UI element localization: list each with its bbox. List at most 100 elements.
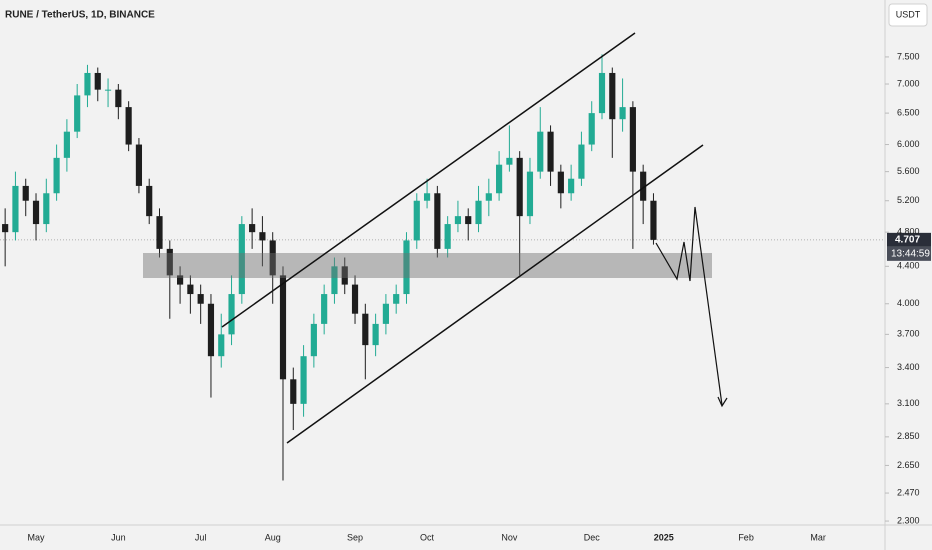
candle-body bbox=[218, 334, 225, 357]
candle-body bbox=[290, 379, 297, 404]
x-tick-label: Jul bbox=[195, 532, 207, 542]
last-price-bg bbox=[887, 232, 931, 247]
channel-lower bbox=[286, 144, 704, 444]
candle-body bbox=[393, 294, 400, 304]
candle-body bbox=[475, 200, 482, 225]
countdown-bg bbox=[887, 246, 931, 261]
candle-body bbox=[526, 171, 534, 217]
x-tick-label: May bbox=[28, 532, 46, 542]
x-tick-label: Dec bbox=[584, 532, 601, 542]
y-tick-label: 3.400 bbox=[897, 362, 920, 372]
x-tick-label: Mar bbox=[810, 532, 826, 542]
candle-body bbox=[598, 72, 606, 114]
support-zone bbox=[143, 253, 712, 278]
y-tick-label: 2.650 bbox=[897, 460, 920, 470]
y-tick-label: 5.200 bbox=[897, 195, 920, 205]
candle-body bbox=[104, 89, 112, 91]
candle-body bbox=[331, 266, 338, 295]
candle-body bbox=[382, 303, 389, 324]
candle-body bbox=[650, 200, 657, 240]
candle-body bbox=[372, 323, 379, 346]
candle-body bbox=[588, 113, 595, 145]
candle-body bbox=[413, 200, 420, 241]
candle-body bbox=[74, 95, 81, 132]
price-badge: 4.707 13:44:59 bbox=[887, 232, 931, 261]
candle-body bbox=[249, 224, 256, 233]
candle-body bbox=[207, 303, 215, 357]
candle-body bbox=[465, 216, 472, 225]
candle-body bbox=[94, 72, 101, 90]
candle-body bbox=[454, 216, 462, 225]
y-tick-label: 5.600 bbox=[897, 166, 920, 176]
candle-body bbox=[609, 72, 616, 120]
candle-body bbox=[166, 248, 173, 276]
candle-body bbox=[629, 107, 636, 172]
y-tick-label: 4.800 bbox=[897, 227, 920, 237]
currency-button[interactable] bbox=[888, 3, 928, 27]
projection-arrowhead bbox=[717, 396, 728, 408]
y-tick-label: 3.100 bbox=[897, 398, 920, 408]
candle-body bbox=[156, 216, 163, 249]
y-tick-label: 3.700 bbox=[897, 329, 920, 339]
candle-body bbox=[146, 185, 153, 217]
candle-body bbox=[259, 232, 266, 241]
candle-body bbox=[516, 157, 523, 217]
candle-body bbox=[187, 284, 194, 295]
x-tick-label: Aug bbox=[265, 532, 281, 542]
candle-body bbox=[300, 356, 307, 404]
x-tick-label: 2025 bbox=[654, 532, 674, 542]
candle-body bbox=[351, 284, 359, 314]
y-tick-label: 2.470 bbox=[897, 487, 920, 497]
candle-body bbox=[125, 107, 132, 145]
candle-body bbox=[444, 224, 451, 249]
candle-body bbox=[619, 107, 626, 120]
candle-body bbox=[341, 266, 348, 285]
candles bbox=[2, 54, 657, 481]
chart-title: RUNE / TetherUS, 1D, BINANCE bbox=[5, 10, 155, 21]
candle-body bbox=[279, 275, 287, 380]
x-tick-label: Nov bbox=[501, 532, 518, 542]
y-tick-label: 4.000 bbox=[897, 298, 920, 308]
countdown: 13:44:59 bbox=[891, 248, 930, 259]
y-tick-label: 4.400 bbox=[897, 261, 920, 271]
x-tick-label: Sep bbox=[347, 532, 363, 542]
candle-body bbox=[506, 157, 513, 165]
candle-body bbox=[177, 275, 184, 285]
x-tick-label: Oct bbox=[420, 532, 435, 542]
candle-body bbox=[12, 185, 19, 233]
candle-body bbox=[310, 323, 317, 357]
channel-upper bbox=[221, 32, 636, 328]
candle-body bbox=[115, 89, 122, 108]
projection-path bbox=[655, 206, 723, 406]
candle-body bbox=[547, 131, 554, 172]
y-tick-label: 7.000 bbox=[897, 78, 920, 88]
candle-body bbox=[63, 131, 70, 158]
candle-body bbox=[362, 313, 369, 346]
currency-label[interactable]: USDT bbox=[896, 9, 921, 19]
candle-body bbox=[22, 185, 29, 201]
candle-body bbox=[578, 144, 585, 179]
candle-body bbox=[84, 72, 91, 96]
y-tick-label: 2.850 bbox=[897, 431, 920, 441]
y-tick-label: 6.500 bbox=[897, 107, 920, 117]
x-tick-label: Jun bbox=[111, 532, 126, 542]
y-tick-label: 7.500 bbox=[897, 51, 920, 61]
candle-body bbox=[537, 131, 544, 172]
candle-body bbox=[228, 294, 235, 335]
candle-body bbox=[496, 164, 503, 194]
candle-body bbox=[32, 200, 40, 225]
candle-body bbox=[197, 294, 204, 304]
candle-body bbox=[238, 224, 245, 295]
candle-body bbox=[434, 193, 441, 249]
candle-body bbox=[423, 193, 431, 201]
candle-body bbox=[485, 193, 492, 201]
candle-body bbox=[321, 294, 328, 324]
last-price: 4.707 bbox=[895, 234, 920, 245]
candle-body bbox=[557, 171, 564, 194]
candle-body bbox=[568, 178, 575, 194]
candle-body bbox=[2, 224, 9, 233]
candle-body bbox=[269, 240, 276, 276]
